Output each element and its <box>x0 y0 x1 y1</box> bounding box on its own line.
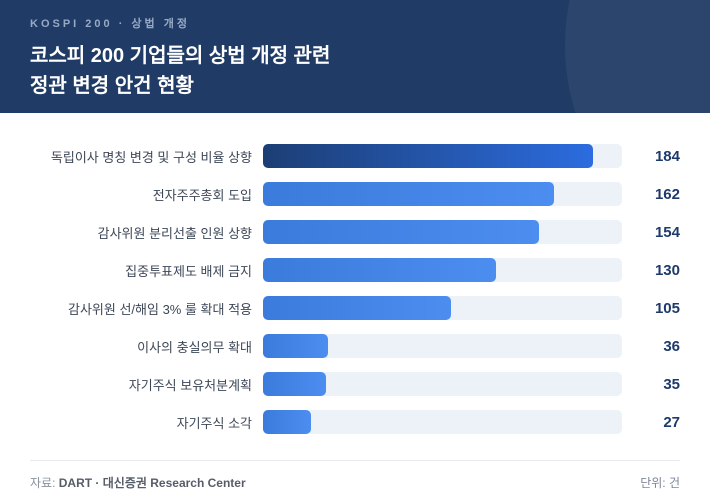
bar-row: 전자주주총회 도입 162 <box>30 182 680 206</box>
bar-row: 자기주식 소각 27 <box>30 410 680 434</box>
bar-value: 162 <box>654 185 680 203</box>
footer: 자료: DART · 대신증권 Research Center 단위: 건 <box>30 460 680 491</box>
bar-value: 154 <box>654 223 680 241</box>
bar-track <box>263 372 622 396</box>
bar-value: 36 <box>663 337 680 355</box>
source-text: 자료: DART · 대신증권 Research Center <box>30 474 246 491</box>
bar-fill <box>263 144 594 168</box>
page-title-line-1: 코스피 200 기업들의 상법 개정 관련 <box>30 45 331 67</box>
bar-row: 독립이사 명칭 변경 및 구성 비율 상향 184 <box>30 144 680 168</box>
eyebrow-text: KOSPI 200 · 상법 개정 <box>30 18 190 30</box>
bar-track <box>263 220 622 244</box>
bar-value: 184 <box>654 147 680 165</box>
bar-track <box>263 258 622 282</box>
source-value: DART · 대신증권 Research Center <box>58 476 246 490</box>
bar-track <box>263 334 622 358</box>
source-label: 자료: <box>30 476 56 490</box>
row-label: 자기주식 보유처분계획 <box>128 377 252 393</box>
bar-track <box>263 296 622 320</box>
bar-row: 자기주식 보유처분계획 35 <box>30 372 680 396</box>
row-label: 감사위원 분리선출 인원 상향 <box>97 225 252 241</box>
unit-note: 단위: 건 <box>640 476 680 490</box>
bar-fill <box>263 220 540 244</box>
header: KOSPI 200 · 상법 개정 코스피 200 기업들의 상법 개정 관련 … <box>0 0 710 113</box>
bar-value: 35 <box>663 375 680 393</box>
row-label: 전자주주총회 도입 <box>152 187 252 203</box>
bar-track <box>263 144 622 168</box>
bar-fill <box>263 258 497 282</box>
bar-value: 130 <box>654 261 680 279</box>
bar-track <box>263 182 622 206</box>
row-label: 감사위원 선/해임 3% 룰 확대 적용 <box>68 301 252 317</box>
bar-value: 27 <box>663 413 680 431</box>
row-label: 독립이사 명칭 변경 및 구성 비율 상향 <box>50 149 252 165</box>
bar-value: 105 <box>654 299 680 317</box>
bar-row: 감사위원 분리선출 인원 상향 154 <box>30 220 680 244</box>
bar-row: 이사의 충실의무 확대 36 <box>30 334 680 358</box>
row-label: 집중투표제도 배제 금지 <box>125 263 252 279</box>
row-label: 자기주식 소각 <box>176 415 252 431</box>
page-title: 코스피 200 기업들의 상법 개정 관련 정관 변경 안건 현황 <box>30 41 680 101</box>
bar-fill <box>263 182 554 206</box>
bar-row: 집중투표제도 배제 금지 130 <box>30 258 680 282</box>
bar-fill <box>263 334 328 358</box>
bar-fill <box>263 410 312 434</box>
header-decoration-circle <box>565 0 710 113</box>
bar-row: 감사위원 선/해임 3% 룰 확대 적용 105 <box>30 296 680 320</box>
row-label: 이사의 충실의무 확대 <box>137 339 252 355</box>
bar-track <box>263 410 622 434</box>
bar-fill <box>263 296 452 320</box>
chart-rows: 독립이사 명칭 변경 및 구성 비율 상향 184 전자주주총회 도입 162 … <box>30 144 680 434</box>
bar-fill <box>263 372 326 396</box>
page-title-line-2: 정관 변경 안건 현황 <box>30 75 194 97</box>
bar-chart: 독립이사 명칭 변경 및 구성 비율 상향 184 전자주주총회 도입 162 … <box>0 113 710 434</box>
